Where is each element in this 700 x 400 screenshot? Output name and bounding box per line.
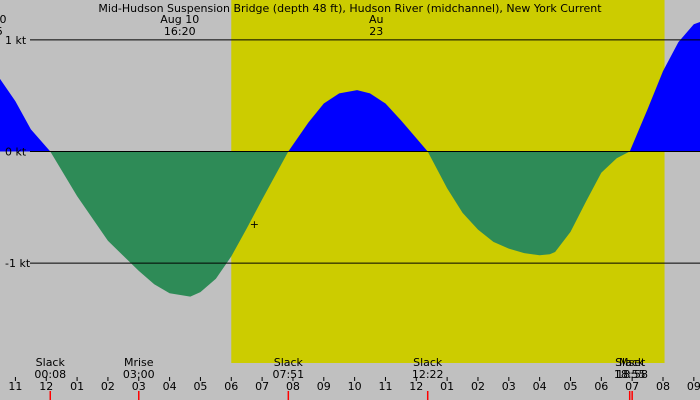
event-label: 07:51 <box>272 368 304 381</box>
x-tick-label: 05 <box>563 380 577 393</box>
cursor-crosshair: + <box>250 218 259 231</box>
y-tick-label: -1 kt <box>5 257 31 270</box>
ebb-current-area <box>0 151 700 297</box>
event-label: 03:00 <box>123 368 155 381</box>
x-tick-label: 03 <box>502 380 516 393</box>
x-tick-label: 09 <box>687 380 700 393</box>
event-label: Slack <box>274 356 304 369</box>
x-tick-label: 12 <box>409 380 423 393</box>
x-tick-label: 05 <box>193 380 207 393</box>
x-tick-label: 12 <box>39 380 53 393</box>
top-annotation-label: Aug 10 <box>0 13 7 26</box>
event-label: 00:08 <box>34 368 66 381</box>
x-tick-label: 08 <box>286 380 300 393</box>
event-label: Slack <box>36 356 66 369</box>
x-tick-label: 03 <box>132 380 146 393</box>
top-annotation-label: Aug 10 <box>160 13 199 26</box>
event-label: Mrise <box>124 356 154 369</box>
event-label: 18:58 <box>616 368 648 381</box>
x-tick-label: 01 <box>440 380 454 393</box>
flood-current-area <box>0 22 700 152</box>
x-tick-label: 11 <box>8 380 22 393</box>
x-tick-label: 07 <box>255 380 269 393</box>
x-tick-label: 02 <box>471 380 485 393</box>
x-tick-label: 10 <box>348 380 362 393</box>
event-label: Slack <box>615 356 645 369</box>
event-label: Mset <box>619 356 646 369</box>
top-annotation-label: 16:20 <box>164 25 196 38</box>
x-tick-label: 04 <box>163 380 177 393</box>
chart-title: Mid-Hudson Suspension Bridge (depth 48 f… <box>98 2 602 15</box>
x-tick-label: 01 <box>70 380 84 393</box>
x-tick-label: 06 <box>594 380 608 393</box>
event-label: Slack <box>413 356 443 369</box>
top-annotation-label: 23 <box>369 25 383 38</box>
x-tick-label: 06 <box>224 380 238 393</box>
x-tick-label: 07 <box>625 380 639 393</box>
x-tick-label: 02 <box>101 380 115 393</box>
y-tick-label: 0 kt <box>5 145 27 158</box>
top-annotation-label: Au <box>369 13 384 26</box>
event-label: 12:22 <box>412 368 444 381</box>
top-annotation-label: 10:05 <box>0 25 3 38</box>
x-tick-label: 08 <box>656 380 670 393</box>
y-tick-label: 1 kt <box>5 34 27 47</box>
x-tick-label: 11 <box>378 380 392 393</box>
event-label: 18:55 <box>614 368 646 381</box>
x-tick-label: 09 <box>317 380 331 393</box>
x-tick-label: 04 <box>533 380 547 393</box>
